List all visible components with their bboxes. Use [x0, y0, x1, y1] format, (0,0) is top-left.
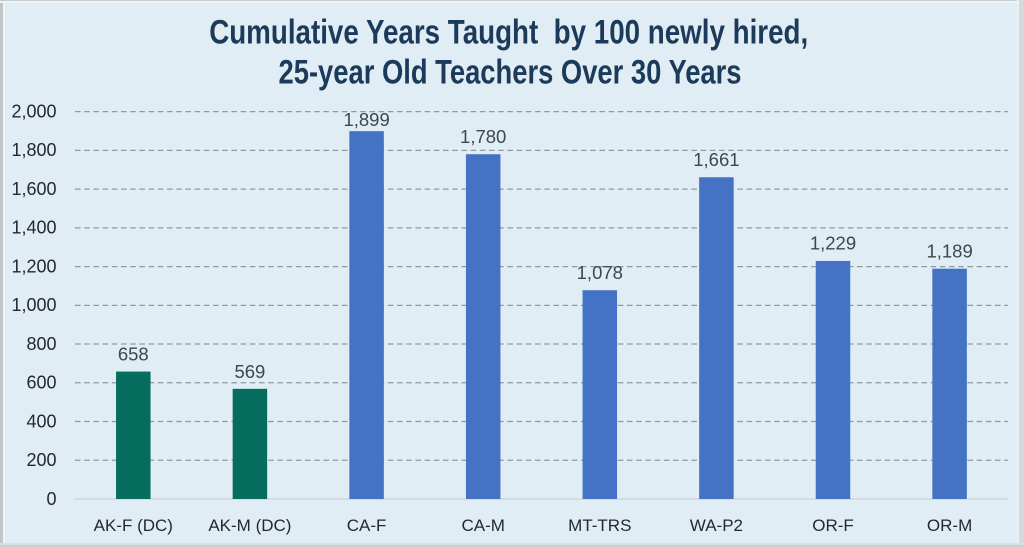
- svg-text:1,661: 1,661: [693, 149, 739, 170]
- svg-text:CA-M: CA-M: [461, 516, 504, 535]
- svg-text:1,600: 1,600: [11, 179, 56, 199]
- svg-text:1,780: 1,780: [460, 126, 506, 147]
- svg-text:200: 200: [26, 450, 56, 470]
- svg-text:2,000: 2,000: [11, 101, 56, 121]
- svg-text:WA-P2: WA-P2: [690, 516, 743, 535]
- svg-text:CA-F: CA-F: [347, 516, 387, 535]
- svg-text:AK-F (DC): AK-F (DC): [94, 516, 173, 535]
- svg-text:1,200: 1,200: [11, 256, 56, 276]
- svg-text:OR-F: OR-F: [812, 516, 854, 535]
- svg-text:1,800: 1,800: [11, 140, 56, 160]
- svg-text:1,400: 1,400: [11, 218, 56, 238]
- svg-text:AK-M (DC): AK-M (DC): [208, 516, 291, 535]
- svg-text:1,078: 1,078: [577, 262, 623, 283]
- svg-text:658: 658: [118, 343, 149, 364]
- svg-text:800: 800: [26, 334, 56, 354]
- svg-text:1,189: 1,189: [926, 240, 972, 261]
- svg-text:1,899: 1,899: [343, 109, 389, 130]
- svg-text:25-year Old Teachers Over 30 Y: 25-year Old Teachers Over 30 Years: [279, 54, 742, 92]
- svg-text:MT-TRS: MT-TRS: [568, 516, 631, 535]
- svg-text:0: 0: [46, 489, 56, 509]
- svg-text:569: 569: [234, 361, 265, 382]
- svg-text:400: 400: [26, 411, 56, 431]
- svg-text:1,229: 1,229: [810, 233, 856, 254]
- svg-text:OR-M: OR-M: [927, 516, 972, 535]
- svg-text:1,000: 1,000: [11, 295, 56, 315]
- svg-text:Cumulative Years Taught by 10: Cumulative Years Taught by 100 newly hir…: [209, 14, 808, 52]
- svg-text:600: 600: [26, 373, 56, 393]
